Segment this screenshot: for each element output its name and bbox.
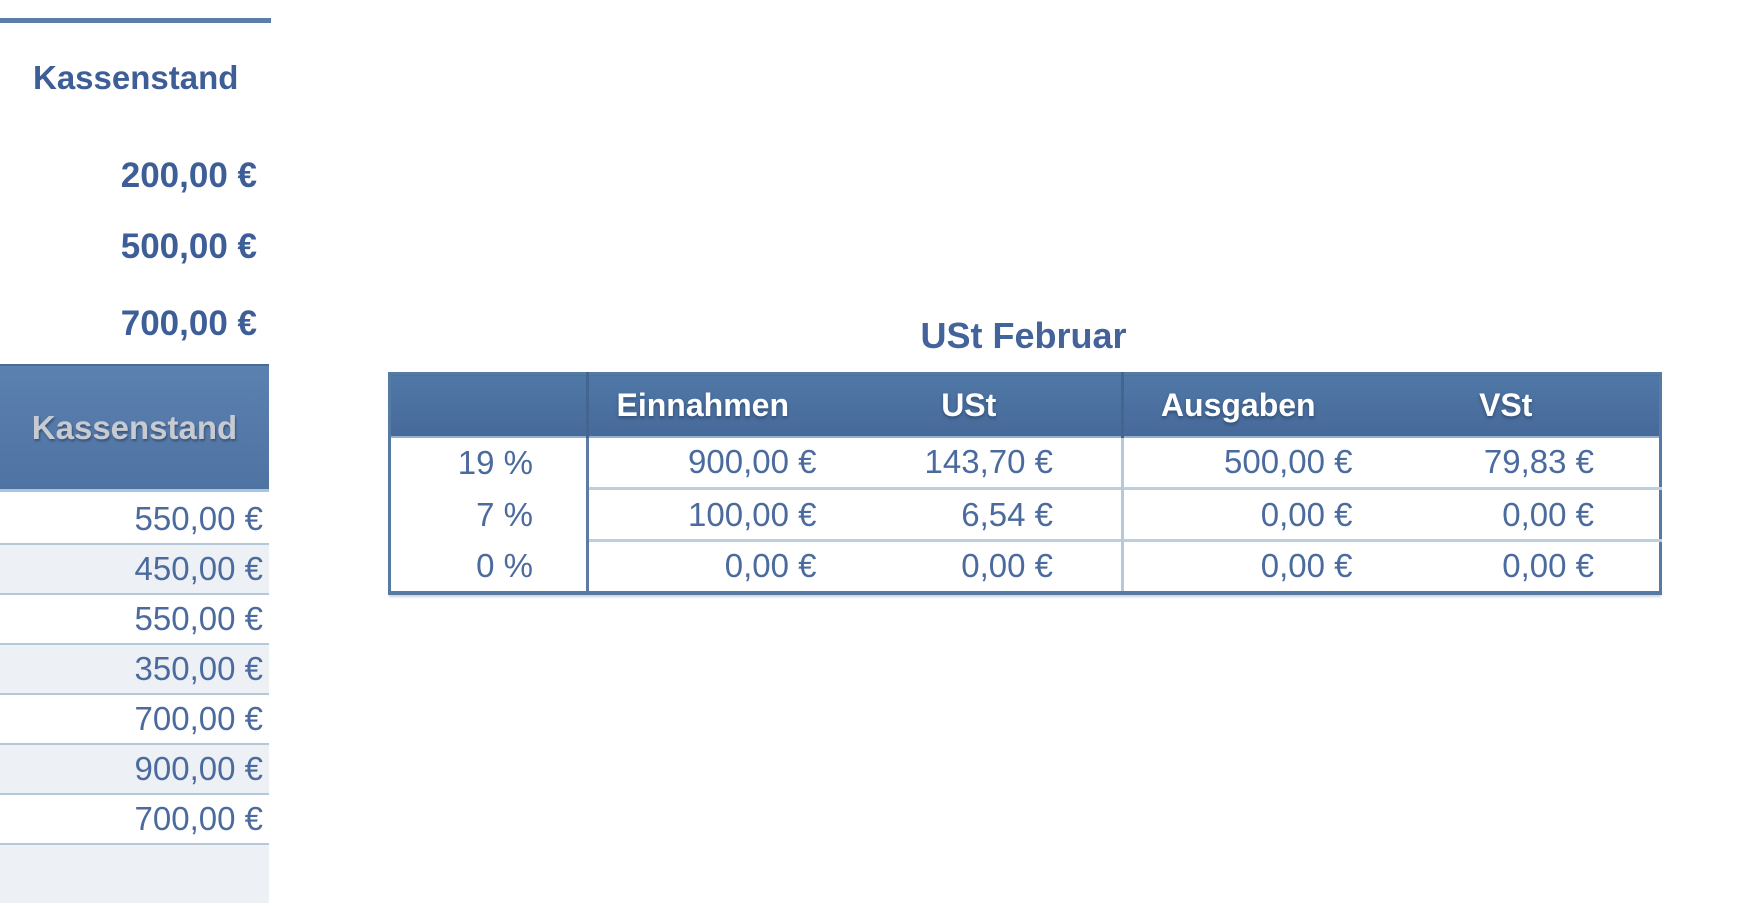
summary-cell[interactable]: 700,00 €: [120, 304, 257, 343]
value-cell[interactable]: 100,00 €: [587, 487, 885, 541]
cash-cell[interactable]: 700,00 €: [0, 693, 269, 743]
value-cell[interactable]: 900,00 €: [587, 436, 885, 489]
rate-cell[interactable]: 19 %: [389, 436, 589, 489]
ust-table: Einnahmen USt Ausgaben VSt 19 % 900,00 €…: [388, 372, 1662, 595]
kassenstand-title: Kassenstand: [33, 59, 239, 96]
value-cell[interactable]: 0,00 €: [1417, 539, 1661, 593]
value-cell[interactable]: 6,54 €: [884, 487, 1124, 541]
col-header-rate[interactable]: [389, 373, 589, 438]
top-rule: [0, 18, 271, 23]
rate-cell[interactable]: 7 %: [389, 488, 589, 541]
ust-row-7: 7 % 100,00 € 6,54 € 0,00 € 0,00 €: [389, 487, 1661, 541]
ust-row-19: 19 % 900,00 € 143,70 € 500,00 € 79,83 €: [389, 436, 1661, 489]
value-cell[interactable]: 500,00 €: [1122, 436, 1418, 489]
col-header-vst[interactable]: VSt: [1417, 373, 1661, 438]
value-cell[interactable]: 143,70 €: [884, 436, 1124, 489]
value-cell[interactable]: 0,00 €: [1122, 487, 1418, 541]
kassenstand-rows: 550,00 € 450,00 € 550,00 € 350,00 € 700,…: [0, 494, 269, 903]
ust-header-row: Einnahmen USt Ausgaben VSt: [389, 373, 1661, 438]
value-cell[interactable]: 79,83 €: [1417, 436, 1661, 489]
col-header-ausgaben[interactable]: Ausgaben: [1122, 373, 1418, 438]
value-cell[interactable]: 0,00 €: [884, 539, 1124, 593]
summary-cell[interactable]: 500,00 €: [120, 227, 257, 266]
cash-cell-empty[interactable]: [0, 843, 269, 903]
kassenstand-column-header-label: Kassenstand: [31, 408, 238, 446]
value-cell[interactable]: 0,00 €: [1417, 487, 1661, 541]
kassenstand-column-header[interactable]: Kassenstand: [0, 364, 269, 492]
col-header-einnahmen[interactable]: Einnahmen: [587, 373, 885, 438]
value-cell[interactable]: 0,00 €: [1122, 539, 1418, 593]
cash-cell[interactable]: 350,00 €: [0, 643, 269, 693]
ust-row-0: 0 % 0,00 € 0,00 € 0,00 € 0,00 €: [389, 539, 1661, 593]
cash-cell[interactable]: 550,00 €: [0, 494, 269, 543]
cash-cell[interactable]: 450,00 €: [0, 543, 269, 593]
cash-cell[interactable]: 900,00 €: [0, 743, 269, 793]
col-header-ust[interactable]: USt: [884, 373, 1124, 438]
summary-cell[interactable]: 200,00 €: [120, 156, 257, 195]
rate-cell[interactable]: 0 %: [389, 540, 589, 593]
value-cell[interactable]: 0,00 €: [587, 539, 885, 593]
cash-cell[interactable]: 700,00 €: [0, 793, 269, 843]
ust-table-title: USt Februar: [920, 315, 1127, 356]
cash-cell[interactable]: 550,00 €: [0, 593, 269, 643]
